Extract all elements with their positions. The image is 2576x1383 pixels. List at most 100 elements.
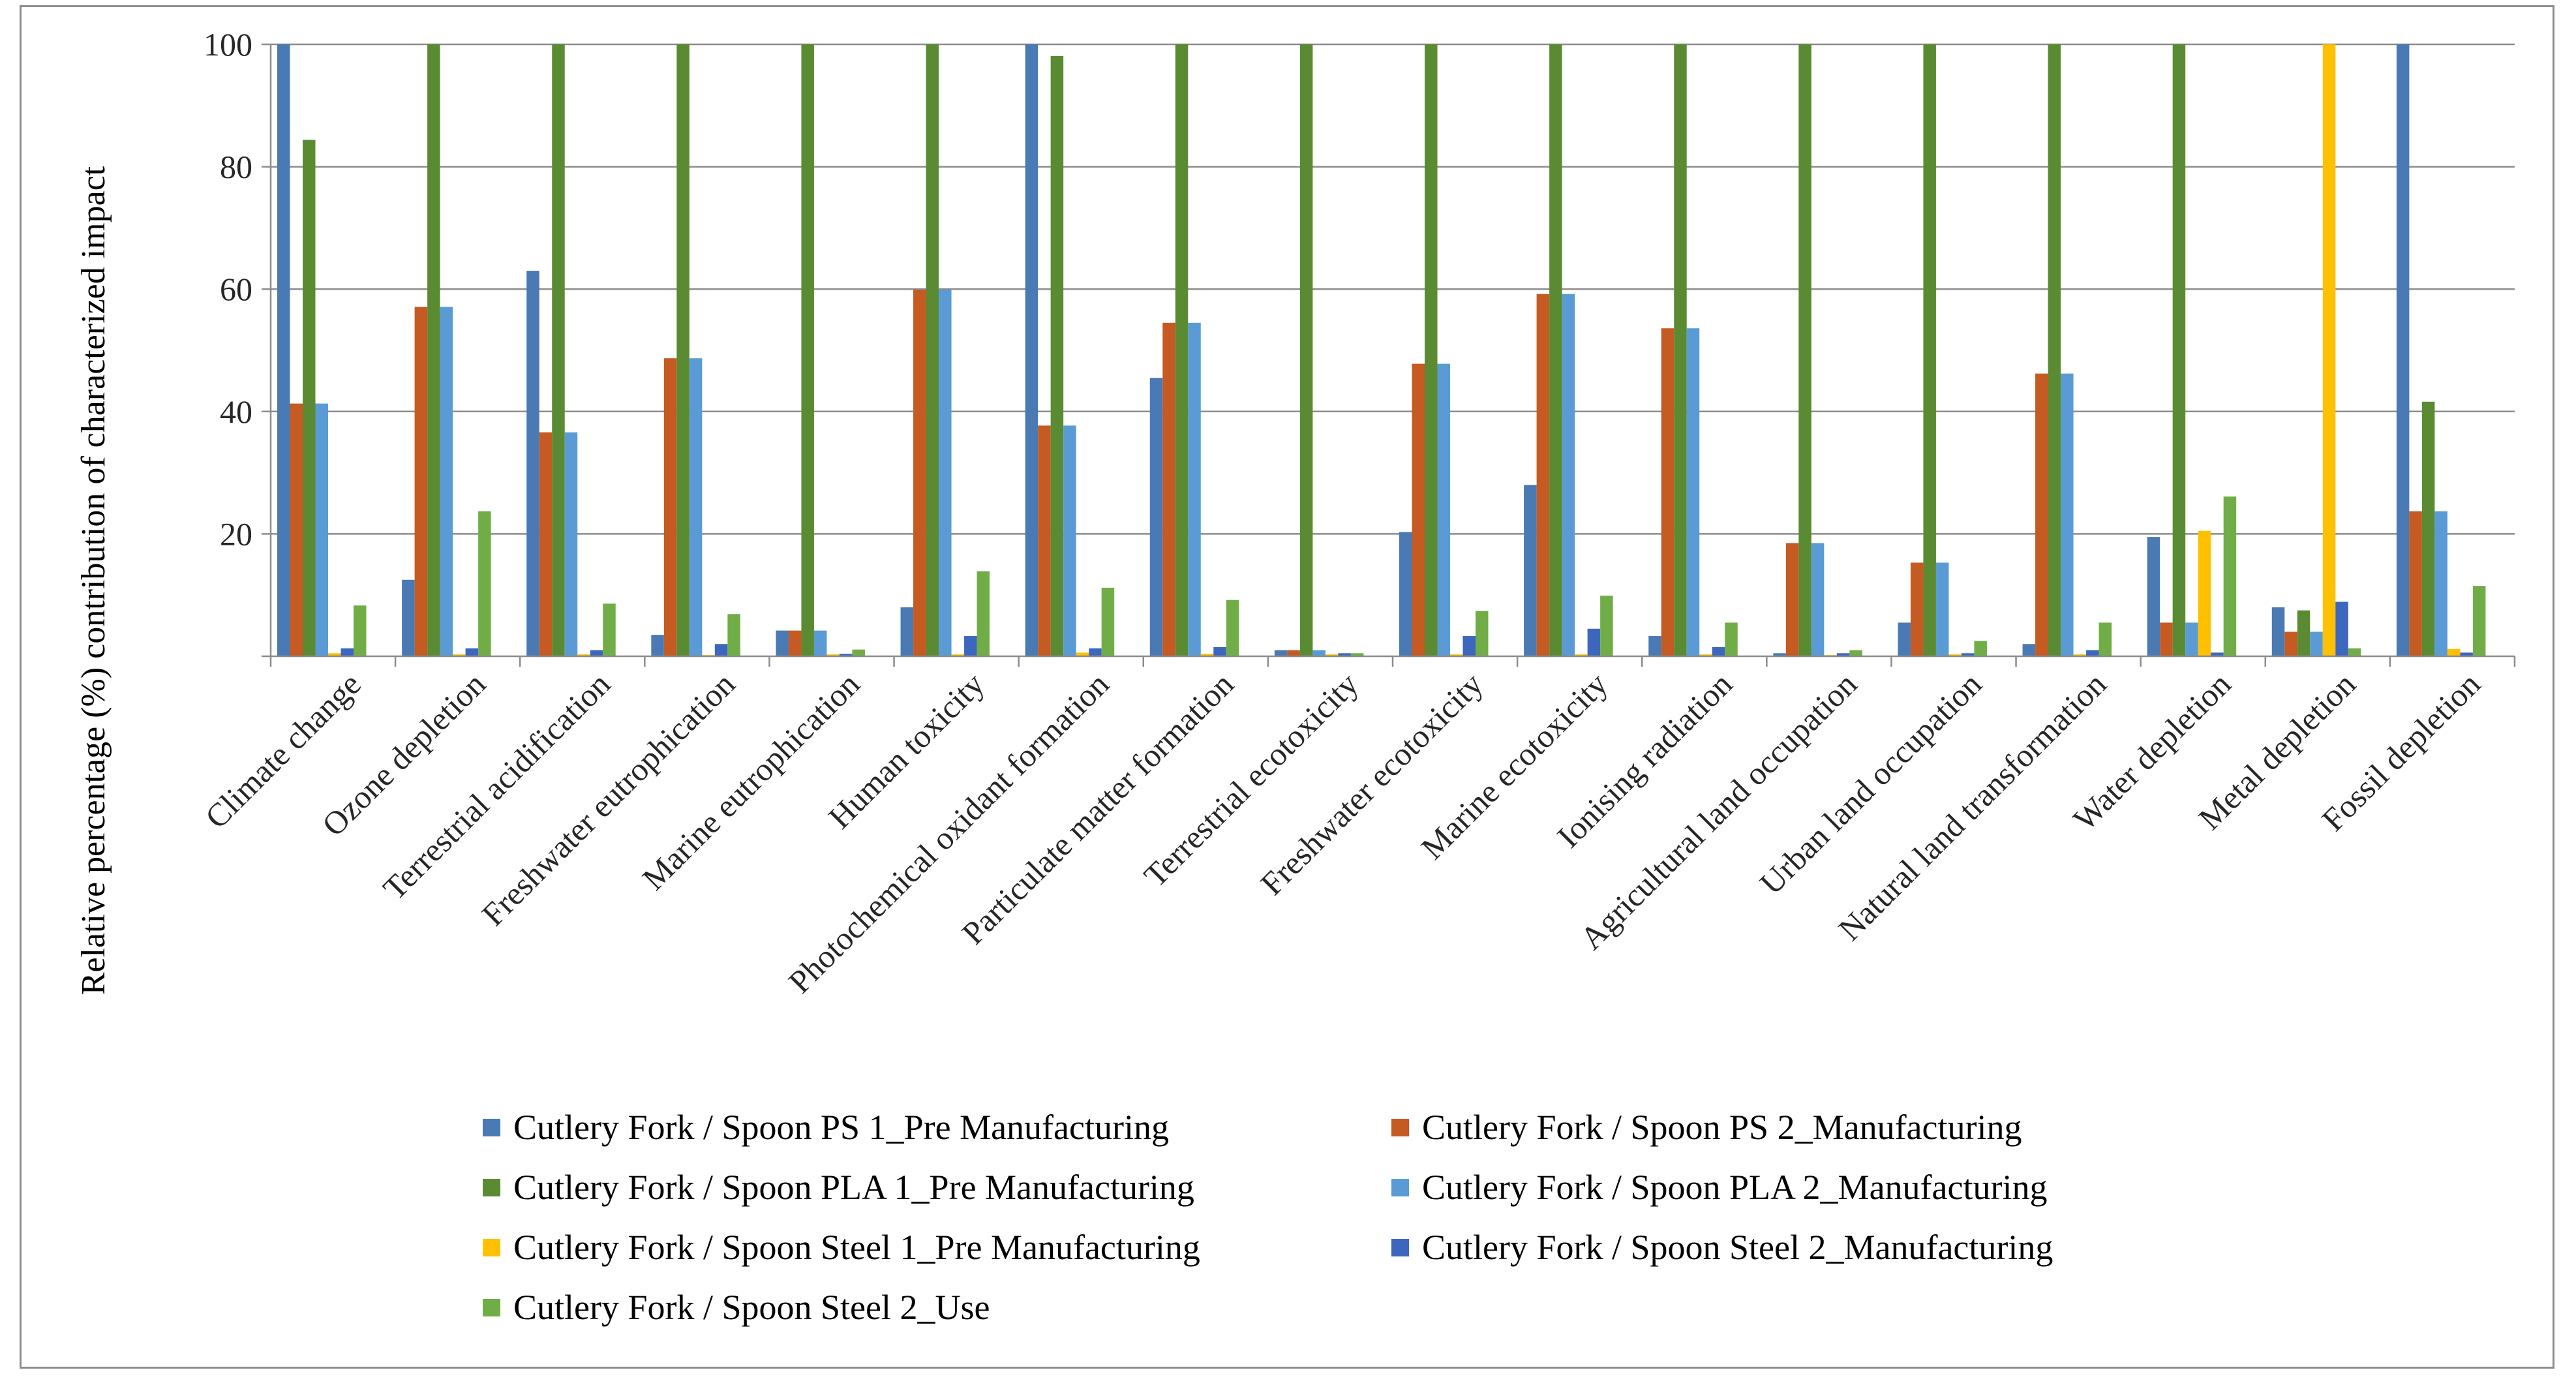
bar — [277, 44, 290, 656]
bar — [2348, 648, 2361, 656]
legend-label: Cutlery Fork / Spoon Steel 2_Manufacturi… — [1422, 1228, 2053, 1267]
legend-label: Cutlery Fork / Spoon PS 1_Pre Manufactur… — [513, 1108, 1169, 1147]
x-category-label: Marine eutrophication — [635, 665, 867, 897]
legend-item: Cutlery Fork / Spoon Steel 2_Use — [483, 1288, 1391, 1327]
bar — [1412, 363, 1425, 656]
legend-swatch — [483, 1298, 500, 1316]
legend-swatch — [483, 1178, 500, 1196]
bar — [1923, 44, 1936, 656]
bar — [577, 654, 590, 656]
bar — [1524, 485, 1537, 656]
bar — [651, 635, 664, 656]
legend-item: Cutlery Fork / Spoon Steel 1_Pre Manufac… — [483, 1228, 1391, 1267]
bar — [689, 358, 703, 656]
bar — [2198, 530, 2211, 656]
bar — [676, 44, 689, 656]
bar — [1785, 543, 1799, 656]
bar — [2022, 644, 2036, 656]
bar — [1587, 628, 1601, 656]
legend-label: Cutlery Fork / Spoon PLA 1_Pre Manufactu… — [513, 1168, 1194, 1207]
bar — [2434, 511, 2447, 656]
bar — [1948, 654, 1962, 656]
bar — [539, 432, 553, 656]
bar — [1648, 636, 1661, 656]
bar — [1200, 654, 1214, 656]
bar — [465, 648, 479, 656]
bar — [328, 653, 341, 656]
bar — [1849, 650, 1862, 656]
bar — [1063, 425, 1076, 656]
bar — [1575, 654, 1588, 656]
bar — [2099, 622, 2112, 656]
legend-swatch — [1391, 1118, 1409, 1136]
bar — [2460, 652, 2473, 656]
bar — [1811, 543, 1825, 656]
bar — [354, 605, 367, 656]
bar — [1549, 44, 1562, 656]
bar — [1050, 55, 1064, 656]
bar — [1935, 562, 1949, 656]
bar — [900, 607, 914, 656]
bar — [2271, 607, 2285, 656]
bars — [277, 44, 2486, 657]
bar — [2284, 631, 2297, 656]
legend-item: Cutlery Fork / Spoon PLA 1_Pre Manufactu… — [483, 1168, 1391, 1207]
bar — [1274, 650, 1288, 656]
bar — [939, 290, 952, 656]
y-tick-label: 100 — [204, 26, 252, 63]
bar — [2409, 511, 2422, 656]
y-tick-label: 80 — [220, 149, 252, 185]
bar — [1898, 622, 1911, 656]
legend-item: Cutlery Fork / Spoon PS 2_Manufacturing — [1391, 1108, 2239, 1147]
bar — [427, 44, 440, 656]
bar — [2086, 650, 2099, 656]
bar — [1773, 653, 1786, 656]
bar — [776, 630, 789, 656]
bar — [1425, 44, 1438, 656]
bar — [1089, 648, 1102, 656]
bar — [1725, 622, 1738, 656]
bar — [2172, 44, 2186, 656]
legend-item: Cutlery Fork / Spoon Steel 2_Manufacturi… — [1391, 1228, 2239, 1267]
bar — [788, 630, 802, 656]
bar — [2297, 610, 2311, 656]
bar — [1536, 294, 1550, 657]
bar — [813, 630, 827, 656]
bar — [1076, 652, 1089, 656]
bar — [453, 654, 466, 656]
y-axis-title: Relative percentage (%) contribution of … — [75, 166, 112, 995]
bar — [478, 511, 491, 656]
bar — [714, 644, 728, 656]
legend-label: Cutlery Fork / Spoon PS 2_Manufacturing — [1422, 1108, 2022, 1147]
bar — [603, 603, 616, 656]
gridlines — [271, 43, 2515, 535]
bar — [1437, 363, 1450, 656]
bar — [2048, 44, 2061, 656]
bar — [2310, 631, 2323, 656]
legend-label: Cutlery Fork / Spoon PLA 2_Manufacturing — [1422, 1168, 2048, 1207]
bar — [1462, 636, 1476, 656]
bar — [1699, 654, 1712, 656]
bar — [2223, 496, 2237, 656]
bar — [951, 654, 965, 656]
legend-label: Cutlery Fork / Spoon Steel 1_Pre Manufac… — [513, 1228, 1200, 1267]
bar — [663, 358, 677, 656]
legend-swatch — [483, 1118, 500, 1136]
bar — [2147, 537, 2160, 656]
bar — [1661, 328, 1674, 656]
axes — [262, 43, 2516, 667]
legend-swatch — [483, 1238, 500, 1256]
bar — [1213, 646, 1226, 656]
bar — [727, 614, 740, 656]
bar — [303, 140, 316, 656]
bar — [1836, 653, 1850, 656]
x-category-label: Terrestrial acidification — [376, 665, 617, 907]
bar — [2061, 373, 2074, 656]
x-category-label: Freshwater eutrophication — [474, 665, 742, 933]
legend-label: Cutlery Fork / Spoon Steel 2_Use — [513, 1288, 990, 1327]
bar — [1961, 653, 1975, 656]
bar — [1175, 44, 1189, 656]
legend-swatch — [1391, 1178, 1409, 1196]
x-category-label: Urban land occupation — [1753, 665, 1989, 902]
bar — [2472, 586, 2486, 656]
